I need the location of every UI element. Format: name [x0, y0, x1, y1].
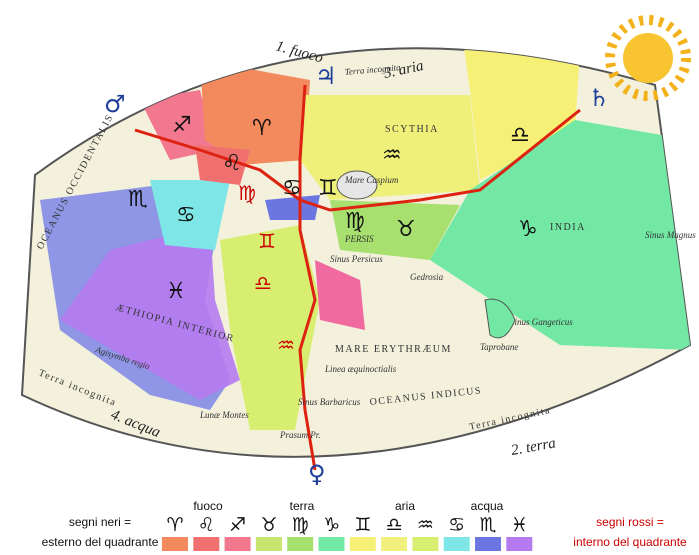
map-page: 1. fuoco 2. terra 3. aria 4. acqua ♃ ♄ ♂…	[0, 0, 699, 555]
legend-group: acqua	[471, 499, 504, 513]
place: Sinus Gangeticus	[510, 317, 573, 327]
map-sign: ♈	[252, 116, 272, 141]
planet: ♀	[308, 460, 326, 488]
place: Mare Caspium	[344, 175, 399, 185]
legend-swatch	[506, 537, 532, 551]
legend-sign: ♒	[417, 514, 434, 536]
legend-swatch	[475, 537, 501, 551]
legend-swatch	[193, 537, 219, 551]
map-sign: ♍	[238, 181, 256, 205]
map-sign: ♊	[258, 229, 276, 253]
map-sign: ♊	[318, 176, 338, 201]
map-sign: ♏	[128, 187, 148, 212]
legend-swatch	[350, 537, 376, 551]
place: INDIA	[550, 222, 586, 233]
legend-group: aria	[395, 499, 415, 513]
place: MARE ERYTHRÆUM	[335, 344, 452, 355]
legend-note: segni rossi =	[596, 515, 664, 529]
legend: ♈ ♌ ♐ ♉ ♍ ♑ ♊ ♎ ♒ ♋ ♏ ♓	[162, 514, 532, 551]
map-sign: ♒	[277, 333, 295, 357]
place: Lunæ Montes	[199, 410, 249, 420]
legend-swatch	[287, 537, 313, 551]
place: Taprobane	[480, 342, 518, 352]
legend-swatch	[319, 537, 345, 551]
map-sign: ♒	[382, 143, 402, 168]
legend-sign: ♌	[198, 514, 215, 536]
legend-sign: ♓	[511, 514, 528, 536]
place: Linea æquinoctialis	[324, 364, 397, 374]
place: Prasum Pr.	[279, 430, 321, 440]
legend-group: terra	[290, 499, 315, 513]
legend-sign: ♏	[479, 514, 496, 536]
legend-sign: ♉	[260, 514, 277, 536]
map-sign: ♑	[518, 217, 538, 242]
legend-group: fuoco	[193, 499, 223, 513]
legend-swatch	[256, 537, 282, 551]
map-sign: ♓	[166, 279, 186, 304]
place: Sinus Barbaricus	[298, 397, 361, 407]
planet: ♄	[588, 84, 610, 112]
moon	[43, 28, 92, 89]
map-sign: ♋	[282, 176, 302, 201]
legend-swatch	[225, 537, 251, 551]
planet: ♃	[315, 62, 337, 90]
legend-note: segni neri =	[69, 515, 131, 529]
legend-sign: ♈	[166, 514, 183, 536]
map-sign: ♎	[510, 123, 530, 148]
place: Sinus Persicus	[330, 254, 383, 264]
legend-swatch	[381, 537, 407, 551]
legend-swatch	[162, 537, 188, 551]
place: Sinus Magnus	[645, 230, 696, 240]
place: SCYTHIA	[385, 124, 439, 135]
quadrant-label: 2. terra	[510, 435, 557, 459]
place: Gedrosia	[410, 272, 444, 282]
map-sign: ♉	[396, 217, 416, 242]
legend-swatch	[444, 537, 470, 551]
legend-note: interno del quadrante	[573, 535, 687, 549]
legend-swatch	[412, 537, 438, 551]
legend-sign: ♑	[323, 514, 340, 536]
map-sign: ♋	[176, 203, 196, 228]
map-sign: ♎	[254, 271, 272, 295]
place: PERSIS	[344, 234, 374, 244]
map-sign: ♐	[172, 113, 192, 138]
map-sign: ♌	[222, 151, 242, 176]
map-sign: ♍	[345, 209, 365, 234]
legend-sign: ♍	[292, 514, 309, 536]
legend-sign: ♋	[448, 514, 465, 536]
legend-sign: ♎	[386, 514, 403, 536]
legend-sign: ♐	[229, 514, 246, 536]
legend-note: esterno del quadrante	[42, 535, 159, 549]
legend-sign: ♊	[354, 514, 371, 536]
